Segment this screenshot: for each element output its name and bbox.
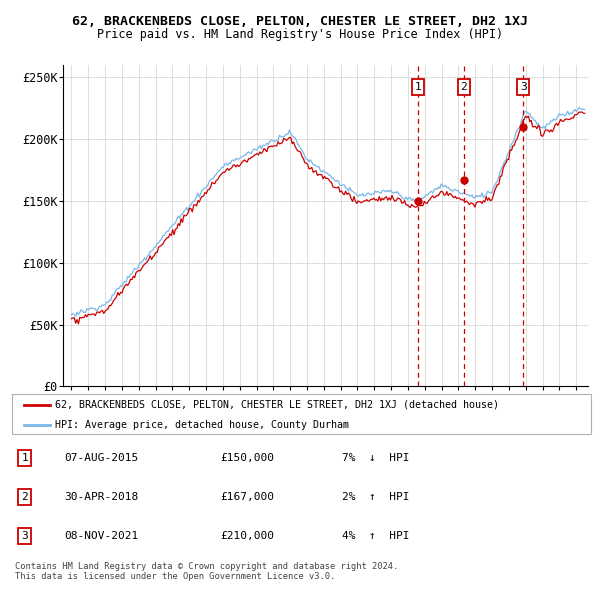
Text: 1: 1 — [415, 82, 421, 92]
FancyBboxPatch shape — [12, 394, 591, 434]
Text: 3: 3 — [22, 531, 28, 541]
Text: 4%  ↑  HPI: 4% ↑ HPI — [342, 531, 410, 541]
Text: 08-NOV-2021: 08-NOV-2021 — [64, 531, 139, 541]
Text: Contains HM Land Registry data © Crown copyright and database right 2024.: Contains HM Land Registry data © Crown c… — [15, 562, 398, 571]
Text: 30-APR-2018: 30-APR-2018 — [64, 492, 139, 502]
Text: £167,000: £167,000 — [220, 492, 274, 502]
Text: 1: 1 — [22, 453, 28, 463]
Text: This data is licensed under the Open Government Licence v3.0.: This data is licensed under the Open Gov… — [15, 572, 335, 581]
Text: 2%  ↑  HPI: 2% ↑ HPI — [342, 492, 410, 502]
Text: 3: 3 — [520, 82, 527, 92]
Text: HPI: Average price, detached house, County Durham: HPI: Average price, detached house, Coun… — [55, 420, 349, 430]
Text: 2: 2 — [22, 492, 28, 502]
Text: 2: 2 — [461, 82, 467, 92]
Text: £210,000: £210,000 — [220, 531, 274, 541]
Text: £150,000: £150,000 — [220, 453, 274, 463]
Text: Price paid vs. HM Land Registry's House Price Index (HPI): Price paid vs. HM Land Registry's House … — [97, 28, 503, 41]
Text: 07-AUG-2015: 07-AUG-2015 — [64, 453, 139, 463]
Text: 62, BRACKENBEDS CLOSE, PELTON, CHESTER LE STREET, DH2 1XJ: 62, BRACKENBEDS CLOSE, PELTON, CHESTER L… — [72, 15, 528, 28]
Text: 7%  ↓  HPI: 7% ↓ HPI — [342, 453, 410, 463]
Text: 62, BRACKENBEDS CLOSE, PELTON, CHESTER LE STREET, DH2 1XJ (detached house): 62, BRACKENBEDS CLOSE, PELTON, CHESTER L… — [55, 400, 499, 410]
